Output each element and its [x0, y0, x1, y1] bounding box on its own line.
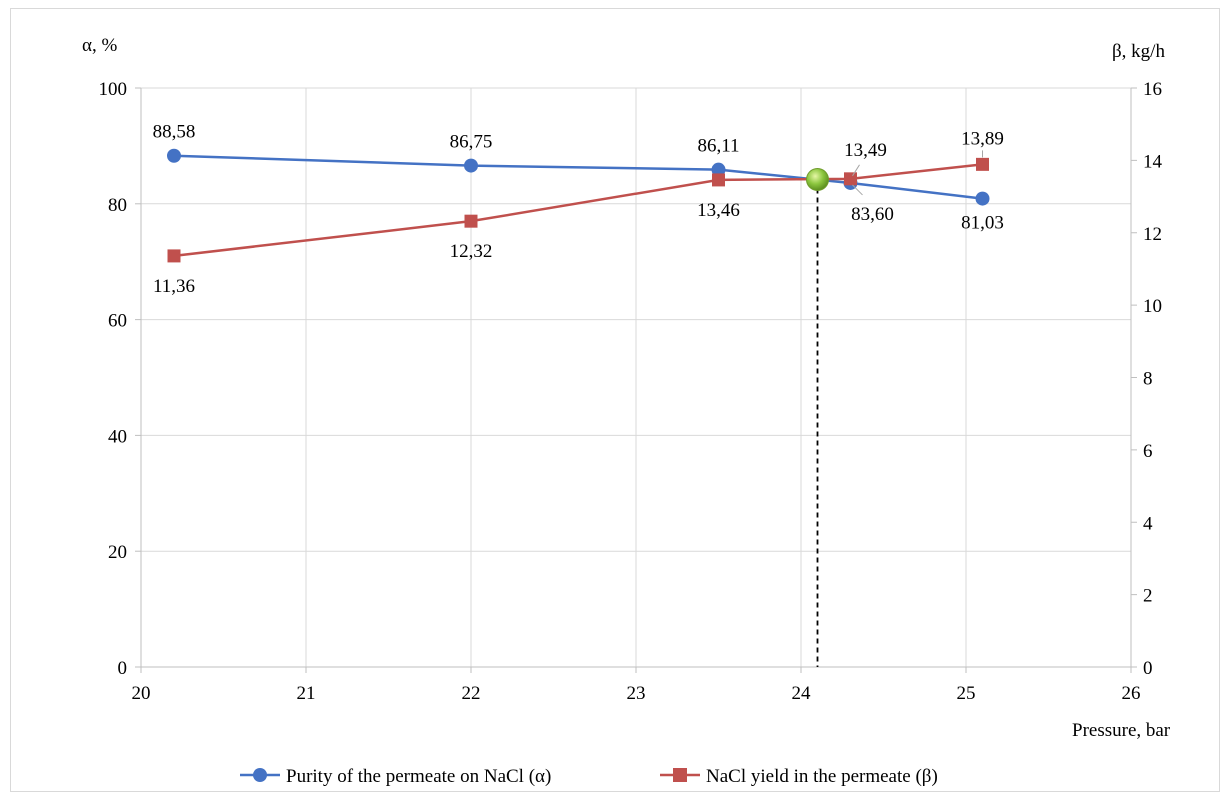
y-right-tick-label: 2 — [1143, 586, 1153, 607]
data-point-yield — [976, 157, 989, 171]
data-point-yield — [844, 172, 857, 186]
data-label-yield: 12,32 — [450, 241, 493, 262]
legend: Purity of the permeate on NaCl (α) NaCl … — [240, 766, 938, 787]
data-label-purity: 88,58 — [153, 122, 196, 143]
data-point-yield — [712, 173, 725, 187]
data-point-purity — [975, 191, 990, 206]
x-tick-label: 21 — [297, 683, 316, 704]
series-group — [167, 148, 990, 667]
data-point-purity — [711, 162, 726, 177]
data-point-yield — [464, 214, 478, 228]
y-left-axis-title: α, % — [82, 35, 117, 56]
data-label-purity: 83,60 — [851, 204, 894, 225]
y-right-tick-label: 8 — [1143, 369, 1153, 390]
data-label-yield: 13,49 — [844, 140, 887, 161]
data-label-purity: 86,11 — [697, 136, 739, 157]
y-right-tick-label: 4 — [1143, 513, 1153, 534]
data-labels: 88,58 86,75 86,11 83,60 81,03 11,36 12,32 13,46… — [153, 122, 1004, 297]
data-label-purity: 86,75 — [450, 132, 493, 153]
y-right-tick-label: 14 — [1143, 151, 1163, 172]
y-right-tick-label: 10 — [1143, 296, 1162, 317]
x-tick-label: 23 — [627, 683, 646, 704]
data-label-yield: 13,46 — [697, 200, 740, 221]
y-right-axis-title: β, kg/h — [1112, 41, 1165, 62]
x-tick-label: 20 — [132, 683, 151, 704]
y-right-tick-label: 12 — [1143, 224, 1162, 245]
data-label-yield: 13,89 — [961, 128, 1004, 149]
data-label-purity: 81,03 — [961, 213, 1004, 234]
x-tick-label: 22 — [462, 683, 481, 704]
y-left-tick-label: 20 — [108, 542, 127, 563]
y-right-tick-label: 6 — [1143, 441, 1153, 462]
data-point-purity — [167, 148, 181, 163]
legend-item-purity: Purity of the permeate on NaCl (α) — [240, 766, 551, 787]
data-point-purity — [464, 158, 478, 173]
y-left-tick-label: 80 — [108, 195, 127, 216]
y-right-tick-label: 16 — [1143, 79, 1162, 100]
data-label-yield: 11,36 — [153, 276, 195, 297]
leader-line — [852, 164, 860, 177]
data-point-yield — [167, 249, 181, 263]
x-tick-label: 26 — [1122, 683, 1141, 704]
legend-item-yield: NaCl yield in the permeate (β) — [660, 766, 938, 787]
y-left-tick-label: 0 — [118, 658, 128, 679]
y-left-tick-label: 100 — [99, 79, 128, 100]
legend-label-yield: NaCl yield in the permeate (β) — [706, 766, 938, 787]
grid — [141, 87, 1132, 667]
leader-line — [852, 184, 863, 196]
x-tick-label: 24 — [792, 683, 812, 704]
intersection-marker — [806, 167, 829, 191]
chart-frame — [10, 8, 1220, 792]
x-axis-title: Pressure, bar — [1072, 720, 1171, 741]
y-left-tick-label: 40 — [108, 426, 127, 447]
legend-label-purity: Purity of the permeate on NaCl (α) — [286, 766, 551, 787]
x-tick-label: 25 — [957, 683, 976, 704]
y-right-tick-label: 0 — [1143, 658, 1153, 679]
y-left-tick-label: 60 — [108, 311, 127, 332]
